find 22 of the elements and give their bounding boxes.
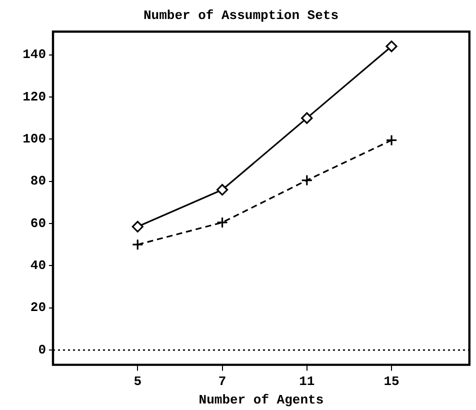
x-axis-title: Number of Agents <box>198 392 324 408</box>
point <box>301 174 313 186</box>
point <box>386 134 398 146</box>
x-tick-label: 15 <box>384 374 400 389</box>
x-tick-label: 11 <box>299 374 315 389</box>
y-tick-label: 40 <box>30 258 46 273</box>
x-tick-label: 5 <box>134 374 142 389</box>
point <box>301 112 313 124</box>
y-tick-label: 0 <box>38 342 46 358</box>
point <box>386 40 398 52</box>
point <box>132 220 144 232</box>
x-tick-label: 7 <box>218 374 226 389</box>
y-tick-label: 60 <box>30 216 46 231</box>
y-tick-label: 20 <box>30 300 46 316</box>
point <box>216 184 228 196</box>
chart-title: Number of Assumption Sets <box>143 8 339 24</box>
point <box>216 216 228 228</box>
y-tick-label: 100 <box>22 131 46 146</box>
point <box>132 238 144 250</box>
y-tick-label: 80 <box>30 174 46 189</box>
y-tick-label: 120 <box>22 89 46 104</box>
y-tick-label: 140 <box>22 47 46 62</box>
